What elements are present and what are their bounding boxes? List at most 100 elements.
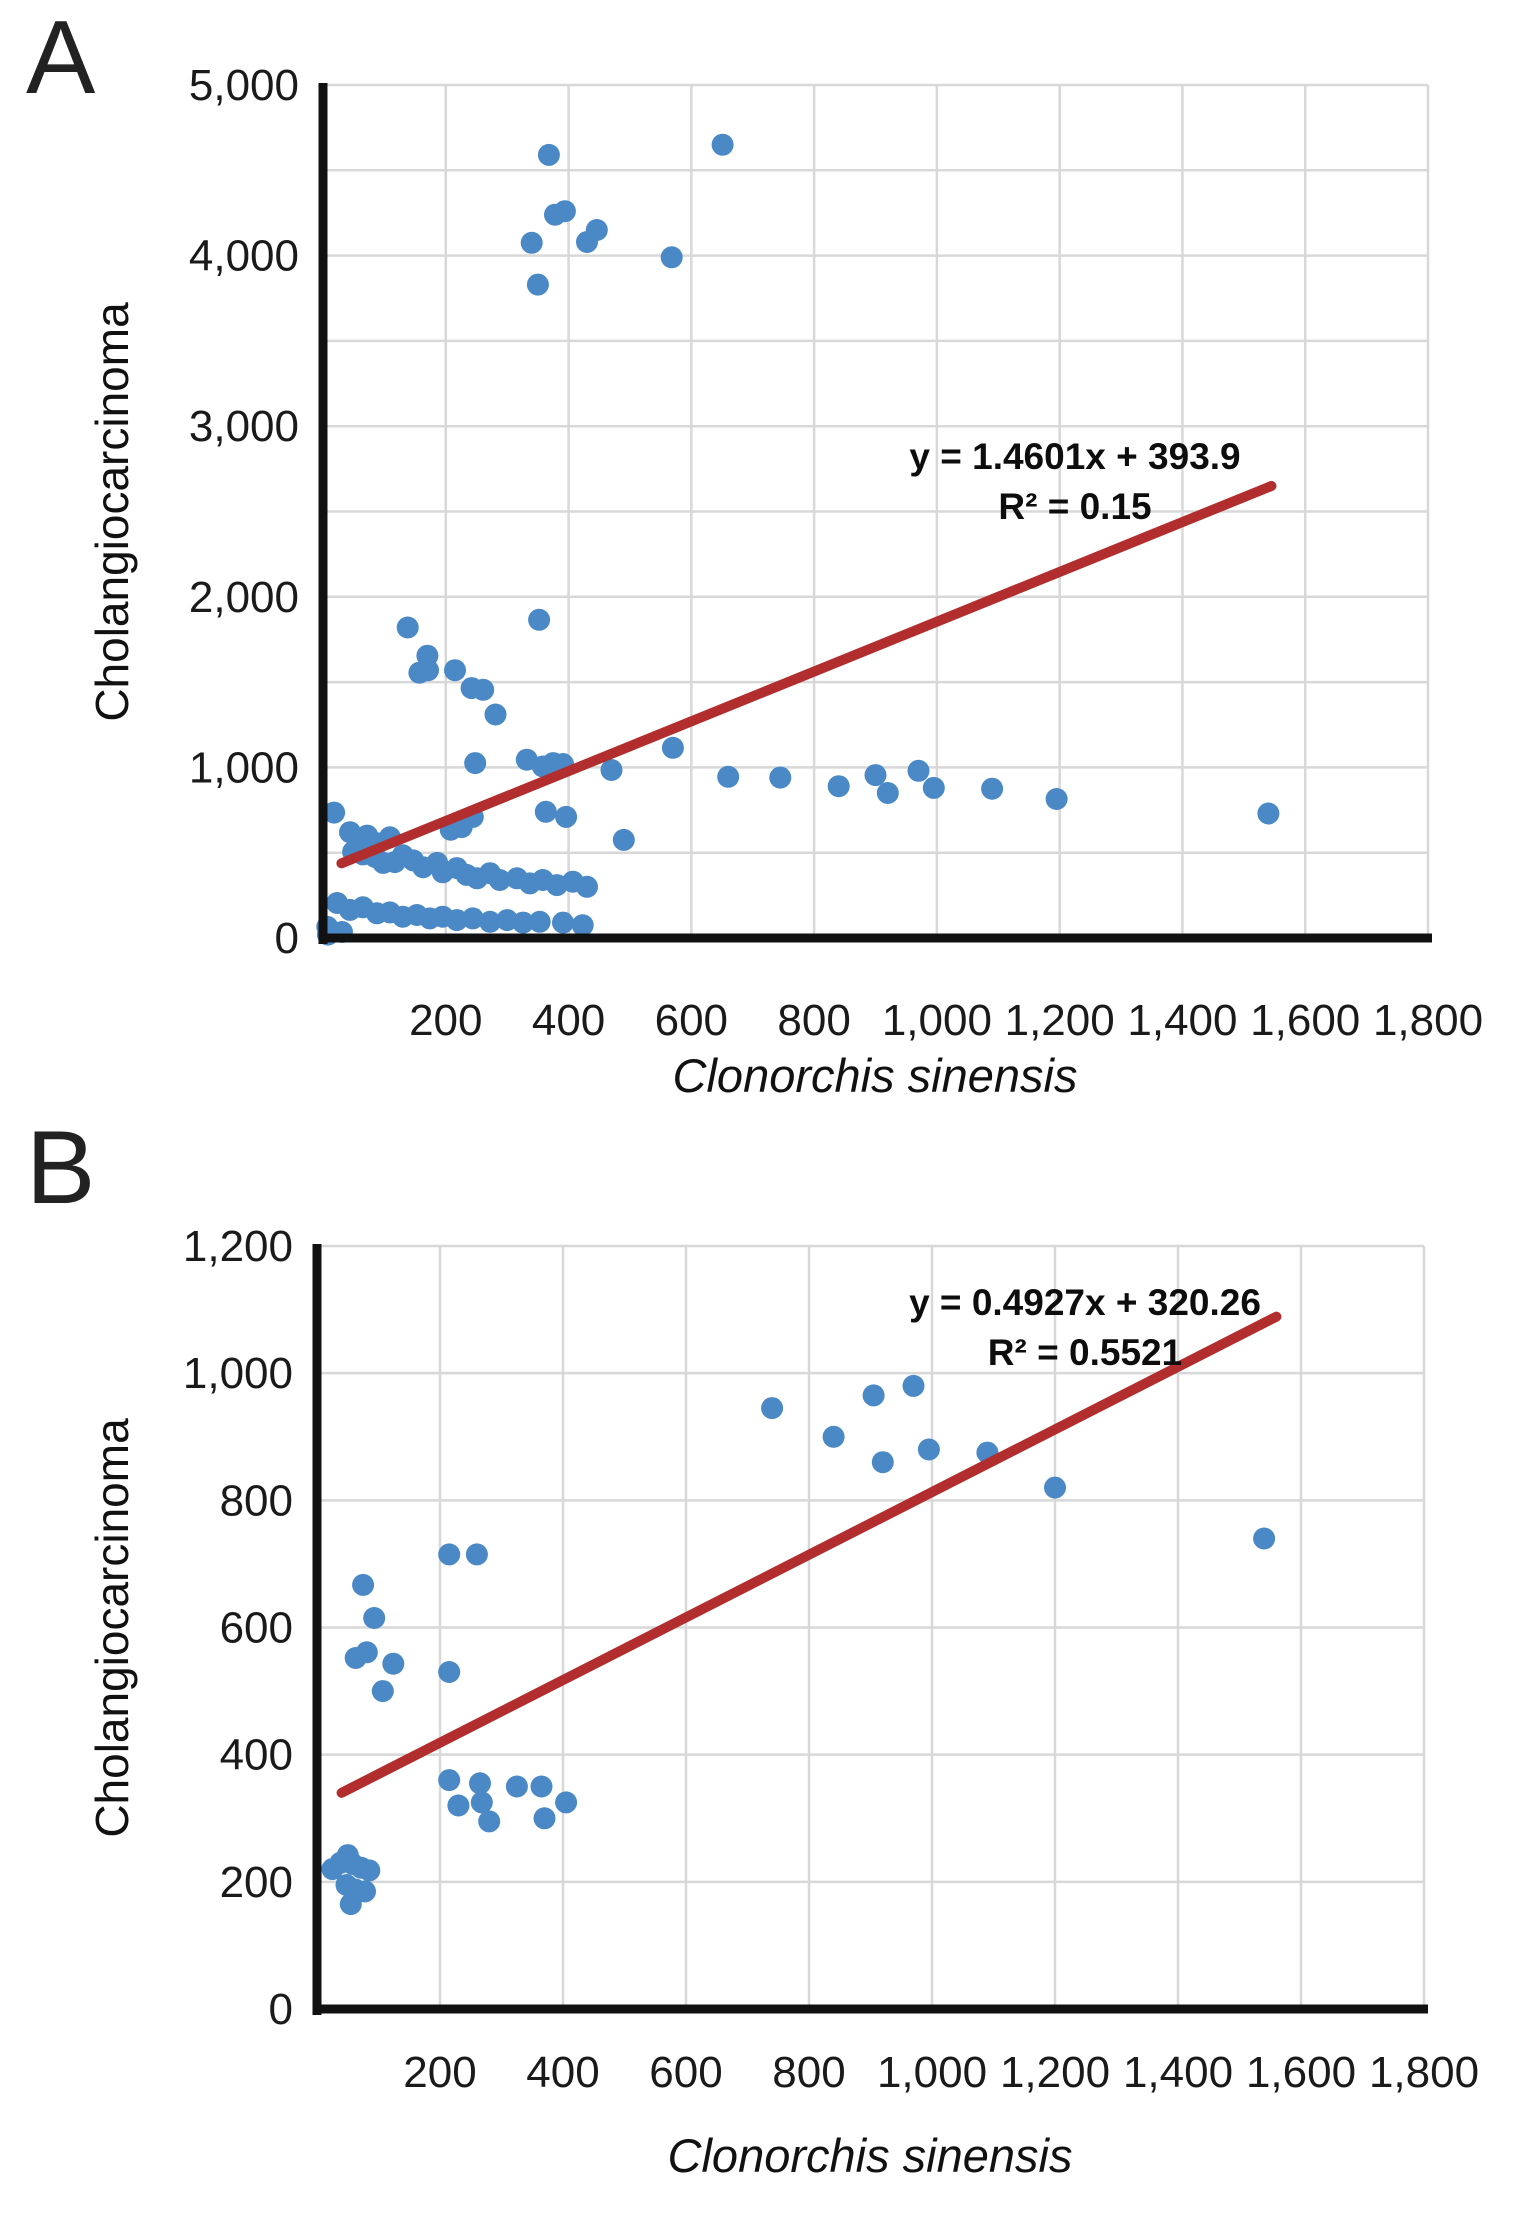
data-point — [534, 800, 557, 823]
data-point — [864, 764, 887, 787]
x-tick-label: 400 — [526, 2048, 599, 2097]
data-point — [396, 616, 419, 639]
data-point — [464, 752, 487, 775]
data-point — [660, 246, 683, 269]
x-tick-label: 1,400 — [1127, 996, 1237, 1045]
data-point — [553, 200, 576, 223]
data-point — [371, 1680, 394, 1703]
trendline-equation-b: y = 0.4927x + 320.26 R² = 0.5521 — [855, 1278, 1315, 1378]
x-tick-label: 1,800 — [1369, 2048, 1479, 2097]
axes — [312, 1244, 1428, 2015]
y-tick-label: 1,000 — [183, 1349, 293, 1398]
data-point — [1257, 802, 1280, 825]
scatter-panel-b: 200 400 600 800 1,000 1,200 1,400 1,600 1,800 0 20… — [0, 1110, 1515, 2220]
x-tick-label: 200 — [409, 996, 482, 1045]
data-point — [528, 910, 551, 933]
data-point — [323, 801, 346, 824]
data-point — [827, 775, 850, 798]
x-tick-label: 400 — [532, 996, 605, 1045]
data-point — [358, 1859, 381, 1882]
data-point — [555, 1791, 578, 1814]
data-point — [438, 1661, 461, 1683]
x-tick-label: 600 — [655, 996, 728, 1045]
data-point — [1045, 788, 1068, 810]
data-point — [363, 1607, 386, 1629]
x-tick-label: 800 — [777, 996, 850, 1045]
y-tick-label: 0 — [269, 1985, 293, 2034]
data-point — [512, 911, 535, 934]
scatter-plot-b: 200 400 600 800 1,000 1,200 1,400 1,600 1,800 0 20… — [183, 1222, 1479, 2097]
x-tick-label: 1,600 — [1246, 2048, 1356, 2097]
data-point — [469, 1772, 491, 1795]
x-tick-label: 1,800 — [1373, 996, 1483, 1045]
data-point — [612, 828, 635, 851]
data-point — [484, 703, 507, 726]
y-tick-label: 5,000 — [189, 61, 299, 110]
trendline — [336, 480, 1277, 869]
y-tick-label: 4,000 — [189, 232, 299, 281]
data-point — [505, 1775, 528, 1798]
data-point — [769, 766, 792, 789]
data-point — [600, 759, 623, 781]
data-point — [488, 869, 511, 891]
data-point — [552, 911, 574, 934]
y-tick-label: 800 — [220, 1476, 293, 1525]
data-point — [576, 875, 598, 898]
data-point — [417, 659, 439, 682]
data-point — [822, 1425, 845, 1448]
equation-text-a: y = 1.4601x + 393.9 — [909, 436, 1241, 477]
data-point — [1044, 1476, 1066, 1499]
x-tick-label: 1,200 — [1005, 996, 1115, 1045]
tick-labels: 200 400 600 800 1,000 1,200 1,400 1,600 1,800 0 1,… — [189, 61, 1483, 1045]
data-point — [382, 1652, 405, 1675]
panel-label-b: B — [26, 1110, 96, 1226]
x-axis-title-b: Clonorchis sinensis — [667, 2129, 1073, 2182]
panel-label-a: A — [26, 0, 96, 116]
gridlines — [323, 83, 1430, 938]
data-point — [761, 1397, 784, 1420]
data-point — [447, 1794, 470, 1817]
y-tick-label: 0 — [275, 914, 299, 963]
data-point — [445, 909, 468, 932]
data-point — [528, 608, 551, 631]
trendline-equation-a: y = 1.4601x + 393.9 R² = 0.15 — [845, 432, 1305, 532]
data-point — [862, 1384, 885, 1407]
data-point — [717, 765, 740, 788]
data-point — [479, 910, 501, 933]
data-point — [530, 1775, 553, 1798]
data-point — [917, 1438, 940, 1461]
x-tick-label: 1,000 — [877, 2048, 987, 2097]
y-axis-title-b: Cholangiocarcinoma — [86, 1418, 138, 1838]
x-tick-label: 800 — [772, 2048, 845, 2097]
data-point — [470, 1791, 493, 1814]
data-point — [478, 1810, 501, 1833]
data-points — [321, 1374, 1276, 1916]
data-point — [520, 231, 543, 254]
y-tick-label: 1,200 — [183, 1222, 293, 1271]
y-tick-label: 3,000 — [189, 402, 299, 451]
data-point — [922, 776, 945, 799]
y-tick-label: 200 — [220, 1858, 293, 1907]
y-tick-label: 1,000 — [189, 743, 299, 792]
x-axis-title-a: Clonorchis sinensis — [672, 1049, 1078, 1102]
data-point — [981, 777, 1004, 800]
y-tick-label: 2,000 — [189, 573, 299, 622]
x-tick-label: 600 — [649, 2048, 722, 2097]
y-axis-title-a: Cholangiocarcinoma — [86, 302, 138, 722]
data-point — [876, 782, 899, 804]
y-tick-label: 600 — [220, 1604, 293, 1653]
scatter-panel-a: 200 400 600 800 1,000 1,200 1,400 1,600 1,800 0 1,… — [26, 0, 1483, 1102]
data-point — [438, 1543, 461, 1566]
data-point — [472, 678, 495, 701]
x-tick-label: 1,000 — [882, 996, 992, 1045]
trendline — [336, 1311, 1282, 1798]
equation-text-b: y = 0.4927x + 320.26 — [909, 1282, 1261, 1323]
gridlines — [317, 1244, 1426, 2009]
data-point — [438, 1769, 461, 1792]
data-point — [902, 1374, 925, 1397]
tick-labels: 200 400 600 800 1,000 1,200 1,400 1,600 1,800 0 20… — [183, 1222, 1479, 2097]
data-point — [555, 805, 578, 828]
data-point — [661, 736, 684, 759]
x-tick-label: 1,400 — [1123, 2048, 1233, 2097]
